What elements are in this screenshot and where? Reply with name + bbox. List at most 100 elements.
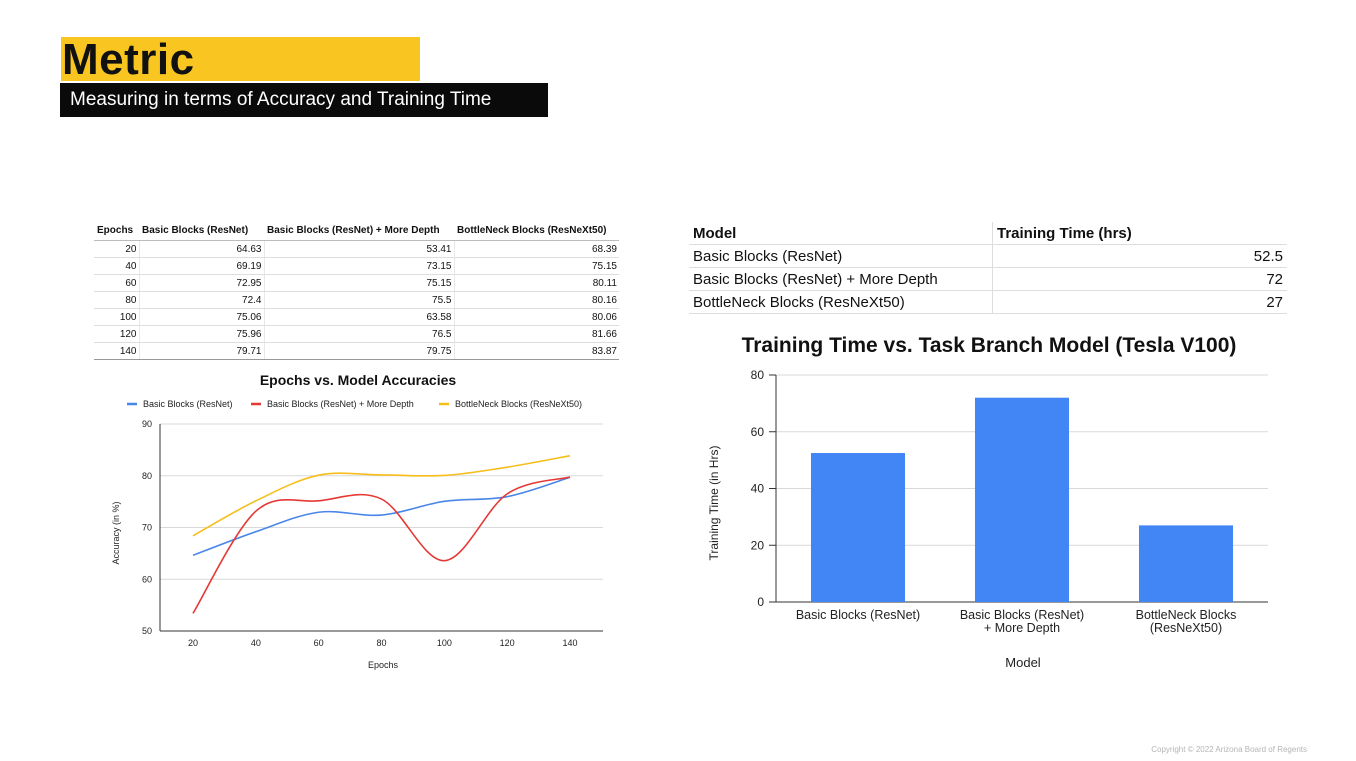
y-axis-label: Training Time (in Hrs) bbox=[707, 446, 721, 561]
y-tick-label: 90 bbox=[142, 419, 152, 429]
series-line-1 bbox=[192, 476, 571, 557]
x-tick-label: Basic Blocks (ResNet) bbox=[796, 608, 920, 622]
y-tick-label: 60 bbox=[751, 425, 765, 439]
table-row: Basic Blocks (ResNet) + More Depth 72 bbox=[689, 267, 1287, 291]
x-tick-label: 60 bbox=[314, 638, 324, 648]
title-highlight bbox=[61, 37, 420, 81]
chart-title: Training Time vs. Task Branch Model (Tes… bbox=[742, 334, 1237, 357]
y-tick-label: 50 bbox=[142, 626, 152, 636]
table-cell: 64.63 bbox=[138, 240, 264, 258]
y-tick-label: 80 bbox=[142, 471, 152, 481]
x-tick-label: 100 bbox=[437, 638, 452, 648]
table-row: 140 79.71 79.75 83.87 bbox=[94, 342, 619, 360]
bar bbox=[1139, 525, 1233, 602]
chart-bars: Basic Blocks (ResNet) Basic Blocks (ResNe… bbox=[796, 397, 1237, 635]
table-cell: 75.15 bbox=[453, 257, 619, 275]
column-header: Epochs bbox=[94, 220, 139, 241]
table-cell: 75.5 bbox=[263, 291, 454, 309]
table-cell: 79.75 bbox=[263, 342, 454, 360]
table-row: 40 69.19 73.15 75.15 bbox=[94, 257, 619, 275]
y-tick-label: 40 bbox=[751, 482, 765, 496]
table-cell: 63.58 bbox=[263, 308, 454, 326]
x-tick-label: BottleNeck Blocks (ResNeXt50) bbox=[1136, 608, 1237, 635]
x-tick-label: Basic Blocks (ResNet) + More Depth bbox=[960, 608, 1084, 635]
bar bbox=[811, 453, 905, 602]
bar bbox=[975, 397, 1069, 602]
y-tick-label: 70 bbox=[142, 523, 152, 533]
table-row: 60 72.95 75.15 80.11 bbox=[94, 274, 619, 292]
series-line-3 bbox=[192, 454, 571, 537]
table-cell: 72.4 bbox=[138, 291, 264, 309]
x-tick-label: 120 bbox=[500, 638, 515, 648]
table-cell: 72.95 bbox=[138, 274, 264, 292]
table-cell: 79.71 bbox=[138, 342, 264, 360]
x-axis-label: Epochs bbox=[368, 660, 399, 670]
table-cell: 80.06 bbox=[453, 308, 619, 326]
table-cell: 75.96 bbox=[138, 325, 264, 343]
series-line-2 bbox=[192, 476, 571, 614]
subtitle-bar bbox=[60, 83, 548, 117]
y-tick-label: 60 bbox=[142, 574, 152, 584]
page-title: Metric bbox=[62, 35, 195, 84]
column-header: BottleNeck Blocks (ResNeXt50) bbox=[454, 220, 619, 241]
training-time-table: Model Training Time (hrs) Basic Blocks (… bbox=[689, 222, 1287, 314]
table-cell: 83.87 bbox=[453, 342, 619, 360]
legend-label: Basic Blocks (ResNet) + More Depth bbox=[267, 399, 414, 409]
table-row: BottleNeck Blocks (ResNeXt50) 27 bbox=[689, 290, 1287, 314]
table-row: Basic Blocks (ResNet) 52.5 bbox=[689, 244, 1287, 268]
table-cell: 40 bbox=[94, 257, 139, 275]
y-tick-label: 80 bbox=[751, 368, 765, 382]
column-header: Model bbox=[689, 222, 993, 245]
table-header-row: Epochs Basic Blocks (ResNet) Basic Block… bbox=[94, 220, 619, 241]
legend-label: BottleNeck Blocks (ResNeXt50) bbox=[455, 399, 582, 409]
table-row: 120 75.96 76.5 81.66 bbox=[94, 325, 619, 343]
table-header-row: Model Training Time (hrs) bbox=[689, 222, 1287, 245]
table-cell: 75.06 bbox=[138, 308, 264, 326]
table-cell: 120 bbox=[94, 325, 139, 343]
accuracy-table: Epochs Basic Blocks (ResNet) Basic Block… bbox=[94, 220, 619, 360]
bar-chart: Training Time vs. Task Branch Model (Tes… bbox=[707, 334, 1268, 670]
chart-title: Epochs vs. Model Accuracies bbox=[260, 372, 457, 388]
copyright-footer: Copyright © 2022 Arizona Board of Regent… bbox=[1151, 745, 1307, 754]
chart-legend: Basic Blocks (ResNet) Basic Blocks (ResNe… bbox=[127, 399, 582, 409]
table-cell: BottleNeck Blocks (ResNeXt50) bbox=[689, 290, 993, 314]
table-row: 20 64.63 53.41 68.39 bbox=[94, 240, 619, 258]
column-header: Basic Blocks (ResNet) + More Depth bbox=[264, 220, 454, 241]
y-tick-label: 20 bbox=[751, 538, 765, 552]
x-tick-label: 20 bbox=[188, 638, 198, 648]
table-cell: 80.16 bbox=[453, 291, 619, 309]
table-cell: 73.15 bbox=[263, 257, 454, 275]
table-cell: 69.19 bbox=[138, 257, 264, 275]
legend-item: Basic Blocks (ResNet) + More Depth bbox=[251, 399, 414, 409]
table-cell: 140 bbox=[94, 342, 139, 360]
column-header: Training Time (hrs) bbox=[992, 222, 1287, 245]
table-cell: 60 bbox=[94, 274, 139, 292]
table-cell: 75.15 bbox=[263, 274, 454, 292]
table-cell: 80.11 bbox=[453, 274, 619, 292]
legend-item: Basic Blocks (ResNet) bbox=[127, 399, 233, 409]
x-tick-label: 40 bbox=[251, 638, 261, 648]
x-tick-label: 80 bbox=[376, 638, 386, 648]
x-axis-label: Model bbox=[1005, 655, 1041, 670]
table-cell: 76.5 bbox=[263, 325, 454, 343]
chart-grid: 50 60 70 80 90 20 40 60 80 100 120 140 bbox=[142, 419, 603, 648]
table-row: 80 72.4 75.5 80.16 bbox=[94, 291, 619, 309]
table-cell: 72 bbox=[992, 267, 1287, 291]
table-cell: 80 bbox=[94, 291, 139, 309]
table-cell: 20 bbox=[94, 240, 139, 258]
table-cell: 52.5 bbox=[992, 244, 1287, 268]
column-header: Basic Blocks (ResNet) bbox=[139, 220, 264, 241]
legend-item: BottleNeck Blocks (ResNeXt50) bbox=[439, 399, 582, 409]
x-tick-label: 140 bbox=[562, 638, 577, 648]
table-cell: 100 bbox=[94, 308, 139, 326]
chart-series-group bbox=[192, 454, 571, 614]
table-cell: 53.41 bbox=[263, 240, 454, 258]
table-cell: 81.66 bbox=[453, 325, 619, 343]
table-cell: 27 bbox=[992, 290, 1287, 314]
legend-label: Basic Blocks (ResNet) bbox=[143, 399, 233, 409]
table-cell: 68.39 bbox=[453, 240, 619, 258]
table-cell: Basic Blocks (ResNet) + More Depth bbox=[689, 267, 993, 291]
page-subtitle: Measuring in terms of Accuracy and Train… bbox=[70, 89, 492, 110]
table-cell: Basic Blocks (ResNet) bbox=[689, 244, 993, 268]
y-tick-label: 0 bbox=[757, 595, 764, 609]
